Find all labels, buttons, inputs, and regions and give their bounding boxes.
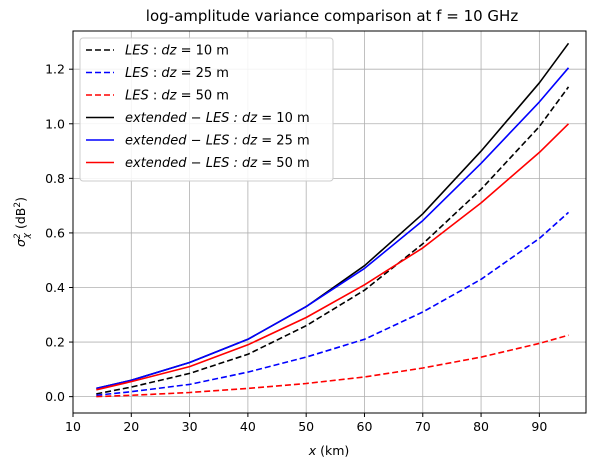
y-tick-label: 0.0 (45, 389, 65, 404)
x-axis-label: x (km) (308, 443, 350, 458)
y-tick-label: 0.4 (45, 280, 65, 295)
legend-label: LES : dz = 50 m (125, 89, 229, 104)
legend-label: extended − LES : dz = 50 m (125, 156, 310, 171)
legend-label: extended − LES : dz = 10 m (125, 111, 310, 126)
legend-label: LES : dz = 10 m (125, 44, 229, 59)
legend: LES : dz = 10 m LES : dz = 25 m LES : dz =… (79, 37, 334, 182)
x-tick-label: 10 (65, 419, 81, 434)
x-tick-label: 80 (473, 419, 489, 434)
y-axis-label: σ2χ (dB2) (13, 197, 32, 247)
series-line-3 (96, 334, 569, 398)
x-tick-label: 40 (240, 419, 256, 434)
chart-title: log-amplitude variance comparison at f =… (146, 7, 519, 25)
x-tick-label: 90 (531, 419, 547, 434)
x-tick-label: 30 (182, 419, 198, 434)
y-tick-label: 1.2 (45, 62, 65, 77)
plot-frame (72, 30, 587, 414)
y-tick-label: 1.0 (45, 116, 65, 131)
x-tick-label: 60 (357, 419, 373, 434)
y-tick-label: 0.8 (45, 171, 65, 186)
legend-box (79, 37, 334, 182)
x-tick-label: 20 (123, 419, 139, 434)
y-tick-label: 0.2 (45, 335, 65, 350)
legend-label: extended − LES : dz = 25 m (125, 134, 310, 149)
y-tick-label: 0.6 (45, 225, 65, 240)
series-line-1 (96, 86, 570, 395)
x-tick-label: 70 (415, 419, 431, 434)
legend-label: LES : dz = 25 m (125, 66, 229, 81)
series-line-2 (96, 211, 570, 397)
series-line-6 (96, 123, 570, 391)
ticks: 10 20 30 40 50 60 70 80 90 0.0 0.2 0.4 0.6 0.8 1.0 1.2 (45, 62, 547, 434)
series-line-5 (96, 67, 570, 390)
series-layer (96, 42, 570, 398)
x-tick-label: 50 (298, 419, 314, 434)
